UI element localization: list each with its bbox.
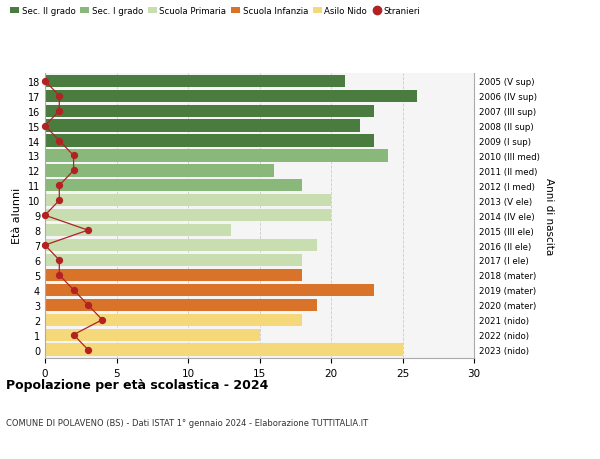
Point bbox=[40, 242, 50, 249]
Y-axis label: Età alunni: Età alunni bbox=[12, 188, 22, 244]
Point bbox=[69, 152, 79, 160]
Point bbox=[97, 316, 107, 324]
Bar bbox=[45, 344, 403, 356]
Bar bbox=[45, 329, 260, 341]
Point bbox=[55, 138, 64, 145]
Text: Popolazione per età scolastica - 2024: Popolazione per età scolastica - 2024 bbox=[6, 379, 268, 392]
Bar bbox=[45, 195, 331, 207]
Point bbox=[55, 257, 64, 264]
Point bbox=[40, 78, 50, 85]
Point bbox=[83, 346, 93, 353]
Bar bbox=[45, 224, 231, 237]
Point bbox=[40, 123, 50, 130]
Bar bbox=[45, 105, 374, 118]
Bar bbox=[45, 299, 317, 311]
Point bbox=[55, 93, 64, 100]
Point bbox=[55, 182, 64, 190]
Bar bbox=[45, 284, 374, 297]
Bar bbox=[45, 120, 359, 133]
Bar bbox=[45, 314, 302, 326]
Bar bbox=[45, 165, 274, 177]
Bar bbox=[45, 180, 302, 192]
Text: COMUNE DI POLAVENO (BS) - Dati ISTAT 1° gennaio 2024 - Elaborazione TUTTITALIA.I: COMUNE DI POLAVENO (BS) - Dati ISTAT 1° … bbox=[6, 418, 368, 427]
Bar bbox=[45, 210, 331, 222]
Bar bbox=[45, 150, 388, 162]
Bar bbox=[45, 76, 346, 88]
Bar bbox=[45, 90, 417, 103]
Y-axis label: Anni di nascita: Anni di nascita bbox=[544, 177, 554, 254]
Bar bbox=[45, 254, 302, 267]
Bar bbox=[45, 135, 374, 147]
Point bbox=[83, 302, 93, 309]
Bar bbox=[45, 269, 302, 281]
Point bbox=[55, 108, 64, 115]
Bar bbox=[45, 240, 317, 252]
Point bbox=[69, 331, 79, 339]
Point bbox=[55, 272, 64, 279]
Point bbox=[69, 168, 79, 175]
Point bbox=[83, 227, 93, 234]
Point bbox=[55, 197, 64, 205]
Point bbox=[40, 212, 50, 219]
Legend: Sec. II grado, Sec. I grado, Scuola Primaria, Scuola Infanzia, Asilo Nido, Stran: Sec. II grado, Sec. I grado, Scuola Prim… bbox=[10, 6, 420, 16]
Point bbox=[69, 286, 79, 294]
